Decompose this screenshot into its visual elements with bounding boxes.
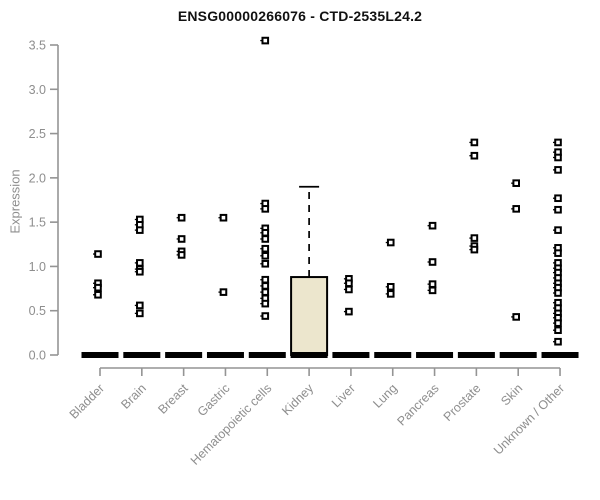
data-point — [345, 285, 353, 294]
x-category-label: Liver — [329, 381, 358, 410]
median-bar — [499, 352, 537, 358]
y-tick-label: 1.5 — [29, 216, 46, 230]
data-point — [94, 290, 102, 299]
median-bar — [457, 352, 495, 358]
data-point — [470, 245, 479, 254]
y-tick-label: 2.5 — [29, 127, 46, 141]
median-bar — [248, 352, 286, 358]
data-point — [554, 337, 562, 346]
data-point — [261, 275, 270, 284]
x-category-label: Hematopoietic cells — [188, 381, 275, 468]
data-point — [386, 290, 395, 298]
x-category-label: Prostate — [441, 381, 484, 424]
data-point — [261, 282, 270, 290]
median-bar — [541, 352, 579, 358]
median-bar — [123, 352, 161, 358]
data-point — [136, 226, 144, 234]
data-point — [345, 279, 353, 288]
data-point — [554, 138, 562, 147]
data-point — [512, 313, 521, 321]
data-point — [261, 288, 270, 296]
y-tick-label: 3.0 — [29, 83, 46, 97]
data-point — [554, 153, 562, 162]
data-point — [428, 280, 437, 288]
y-axis-title: Expression — [7, 169, 23, 234]
data-point — [136, 259, 144, 267]
data-point — [261, 244, 270, 253]
data-point — [512, 179, 521, 187]
y-tick-label: 3.5 — [29, 39, 46, 53]
y-tick-label: 2.0 — [29, 171, 46, 185]
median-bar — [165, 352, 203, 358]
x-category-label: Unknown / Other — [491, 381, 567, 457]
data-point — [554, 166, 562, 174]
data-point — [136, 301, 144, 310]
data-point — [554, 326, 562, 334]
chart-title: ENSG00000266076 - CTD-2535L24.2 — [177, 8, 423, 24]
data-point — [94, 283, 102, 292]
x-category-label: Kidney — [279, 381, 316, 418]
data-point — [261, 299, 270, 308]
median-bar — [374, 352, 412, 358]
data-point — [261, 252, 270, 260]
data-point — [386, 238, 395, 247]
data-point — [554, 194, 562, 203]
data-point — [554, 226, 562, 234]
data-point — [261, 228, 270, 237]
median-bar — [332, 352, 370, 358]
data-point — [261, 259, 270, 268]
data-point — [136, 267, 144, 276]
data-point — [261, 36, 270, 45]
data-point — [428, 286, 437, 295]
data-point — [512, 205, 521, 213]
data-point — [470, 234, 479, 242]
data-point — [428, 221, 437, 230]
data-point — [470, 151, 479, 160]
x-category-label: Skin — [498, 381, 525, 408]
data-point — [94, 250, 102, 258]
x-category-label: Pancreas — [394, 381, 441, 428]
x-category-label: Brain — [118, 381, 149, 412]
data-point — [177, 213, 186, 222]
x-category-label: Lung — [370, 381, 400, 411]
data-point — [428, 258, 437, 266]
data-point — [261, 312, 270, 320]
x-category-label: Gastric — [195, 381, 233, 419]
data-point — [554, 205, 562, 214]
data-point — [177, 235, 186, 243]
x-category-label: Bladder — [67, 381, 107, 421]
data-point — [219, 213, 228, 222]
data-point — [554, 319, 562, 327]
data-point — [554, 289, 562, 297]
median-bar — [416, 352, 454, 358]
data-point — [261, 235, 270, 243]
data-point — [345, 307, 353, 316]
data-point — [470, 138, 479, 147]
data-point — [219, 288, 228, 296]
y-tick-label: 0.0 — [29, 349, 46, 363]
data-point — [261, 205, 270, 213]
y-tick-label: 0.5 — [29, 304, 46, 318]
data-point — [386, 283, 395, 291]
median-bar — [206, 352, 244, 358]
box-kidney — [290, 276, 329, 356]
data-point — [554, 249, 562, 257]
data-point — [136, 309, 144, 318]
x-category-label: Breast — [155, 381, 191, 417]
y-tick-label: 1.0 — [29, 260, 46, 274]
data-point — [177, 251, 186, 259]
median-bar — [81, 352, 119, 358]
median-bar — [290, 352, 328, 358]
